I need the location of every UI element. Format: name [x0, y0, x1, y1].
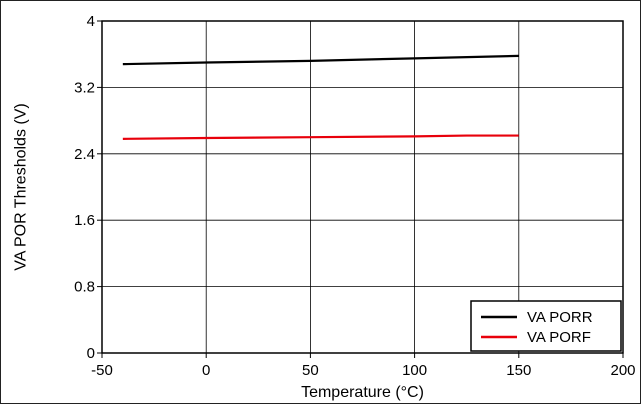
series-line-va-porf	[122, 134, 519, 140]
y-axis-ticks: 0 0.8 1.6 2.4 3.2 4	[74, 13, 102, 362]
x-tick-label: 0	[202, 362, 210, 379]
x-axis-ticks: -50 0 50 100 150 200	[91, 353, 636, 379]
legend-box	[470, 300, 622, 352]
y-axis-title: VA POR Thresholds (V)	[13, 103, 30, 270]
grid-layer	[102, 21, 623, 353]
legend-label-va-porf: VA PORF	[527, 329, 591, 346]
y-tick-label: 4	[87, 13, 95, 30]
x-tick-label: 50	[302, 362, 319, 379]
y-tick-label: 1.6	[74, 212, 95, 229]
x-tick-label: 200	[610, 362, 635, 379]
series-layer	[122, 54, 519, 140]
legend-label-va-porr: VA PORR	[527, 309, 593, 326]
x-tick-label: -50	[91, 362, 113, 379]
y-tick-label: 0.8	[74, 279, 95, 296]
series-line-va-porr	[122, 54, 519, 66]
x-tick-label: 150	[506, 362, 531, 379]
x-tick-label: 100	[402, 362, 427, 379]
legend: VA PORR VA PORF	[470, 300, 622, 352]
plot-area-frame	[101, 20, 624, 354]
y-tick-label: 3.2	[74, 79, 95, 96]
y-tick-label: 2.4	[74, 146, 95, 163]
y-tick-label: 0	[87, 345, 95, 362]
x-axis-title: Temperature (°C)	[301, 384, 424, 401]
